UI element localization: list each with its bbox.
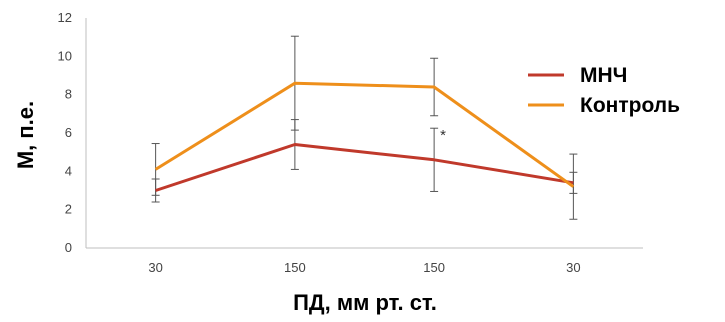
y-tick-label: 12 xyxy=(58,10,72,25)
error-bars xyxy=(151,35,578,220)
legend-label: МНЧ xyxy=(580,64,627,87)
y-tick-label: 6 xyxy=(65,125,72,140)
y-tick-label: 0 xyxy=(65,240,72,255)
x-tick-label: 30 xyxy=(148,260,162,275)
x-tick-label: 150 xyxy=(284,260,306,275)
significance-marker: * xyxy=(440,127,446,144)
x-tick-label: 150 xyxy=(423,260,445,275)
y-tick-label: 10 xyxy=(58,48,72,63)
series-lines xyxy=(154,81,575,192)
annotations: * xyxy=(440,127,446,144)
y-axis-title: М, п.е. xyxy=(13,101,38,169)
series-line-1 xyxy=(154,81,575,188)
x-axis-title: ПД, мм рт. ст. xyxy=(293,290,437,315)
y-tick-label: 4 xyxy=(65,163,72,178)
legend-label: Контроль xyxy=(580,94,680,117)
series-line-0 xyxy=(155,143,574,192)
x-tick-label: 30 xyxy=(566,260,580,275)
y-tick-label: 8 xyxy=(65,87,72,102)
legend: МНЧ Контроль xyxy=(528,64,680,117)
y-tick-labels: 0 2 4 6 8 10 12 xyxy=(58,10,72,255)
y-tick-label: 2 xyxy=(65,202,72,217)
x-tick-labels: 30 150 150 30 xyxy=(148,260,580,275)
